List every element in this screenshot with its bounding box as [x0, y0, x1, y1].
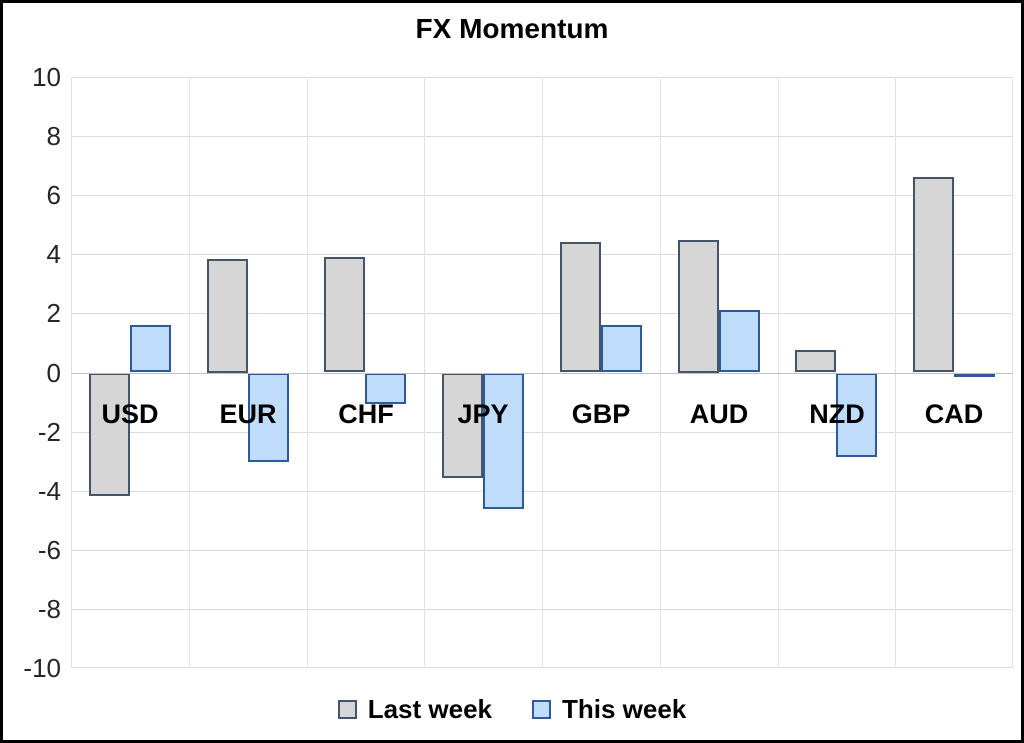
bar-this-week-eur — [248, 373, 289, 462]
category-label-chf: CHF — [338, 399, 394, 429]
category-label-cad: CAD — [924, 399, 984, 429]
y-axis-tick-label: -6 — [37, 534, 61, 565]
y-axis-tick-label: -8 — [37, 593, 61, 624]
y-axis: 10 8 6 4 2 0 -2 -4 -6 -8 -10 — [3, 64, 61, 681]
bar-this-week-chf — [365, 373, 406, 404]
bar-this-week-cad — [954, 373, 995, 377]
bar-this-week-gbp — [601, 325, 642, 372]
category-label-nzd: NZD — [809, 399, 865, 429]
plot-area: USD EUR CHF JPY GBP AUD NZD CAD — [71, 77, 1013, 668]
legend-label-last-week: Last week — [367, 694, 492, 724]
bar-last-week-jpy — [442, 373, 483, 478]
bar-last-week-aud — [678, 240, 719, 373]
y-axis-tick-label: -4 — [37, 475, 61, 506]
category-label-eur: EUR — [219, 399, 277, 429]
chart-title: FX Momentum — [415, 13, 609, 44]
bar-this-week-jpy — [483, 373, 524, 509]
bar-this-week-aud — [719, 310, 760, 372]
zero-axis-line — [71, 372, 1013, 374]
y-axis-tick-label: 4 — [46, 239, 61, 270]
y-axis-tick-label: 2 — [46, 298, 61, 329]
category-label-jpy: JPY — [457, 399, 509, 429]
bar-last-week-gbp — [560, 242, 601, 372]
bar-last-week-eur — [207, 259, 248, 373]
legend: Last week This week — [3, 694, 1021, 725]
y-axis-tick-label: 0 — [46, 357, 61, 388]
y-axis-tick-label: -10 — [23, 653, 61, 683]
legend-item-this-week: This week — [532, 694, 686, 725]
bar-last-week-chf — [324, 257, 365, 372]
bar-this-week-usd — [130, 325, 171, 372]
y-axis-tick-label: 6 — [46, 180, 61, 211]
y-axis-tick-label: -2 — [37, 416, 61, 447]
bar-last-week-cad — [913, 177, 954, 372]
legend-label-this-week: This week — [562, 694, 687, 724]
bar-this-week-nzd — [836, 373, 877, 457]
legend-item-last-week: Last week — [337, 694, 492, 725]
y-axis-tick-label: 10 — [32, 62, 61, 92]
category-label-usd: USD — [101, 399, 159, 429]
bar-last-week-usd — [89, 373, 130, 496]
legend-swatch-last-week-icon — [337, 700, 357, 719]
category-label-gbp: GBP — [571, 399, 631, 429]
legend-swatch-this-week-icon — [532, 700, 551, 719]
y-axis-tick-label: 8 — [46, 121, 61, 152]
bar-last-week-nzd — [795, 350, 836, 372]
category-label-aud: AUD — [689, 399, 749, 429]
